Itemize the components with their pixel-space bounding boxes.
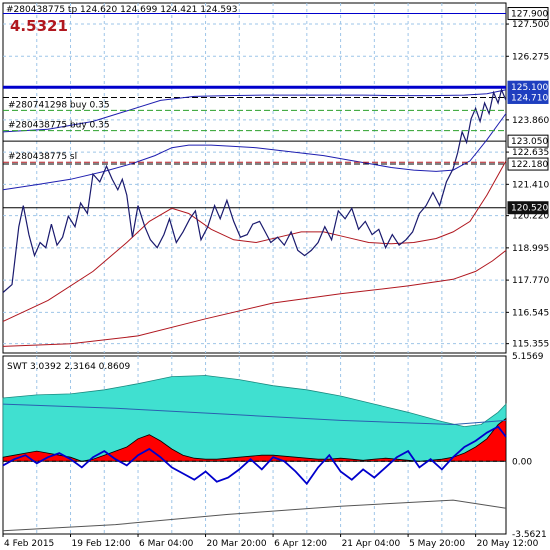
horizontal-levels: [3, 13, 506, 209]
osc-slow_line_lower: [2, 499, 507, 532]
x-tick-label: 6 Mar 04:00: [139, 539, 194, 549]
price-badge-text: 124.710: [511, 93, 548, 103]
order-label: #280438775 buy 0.35: [8, 121, 110, 131]
osc-y-tick-label: 0.00: [512, 457, 532, 467]
y-tick-label: 118.995: [512, 244, 549, 254]
price-badge-text: 120.520: [511, 204, 548, 214]
profit-value: 4.5321: [10, 17, 68, 35]
x-tick-label: 5 May 20:00: [409, 539, 465, 549]
price-badge: [507, 201, 549, 215]
x-tick-label: 20 Mar 20:00: [207, 539, 267, 549]
price-badge: [507, 7, 549, 21]
price-badge-text: 123.050: [511, 137, 548, 147]
price-badge-text: 125.100: [511, 83, 548, 93]
price-badge: [507, 157, 549, 171]
band-band_upper_outer: [2, 89, 507, 133]
price-line: [2, 87, 507, 293]
y-tick-label: 120.220: [512, 212, 549, 222]
oscillator-series: [2, 375, 507, 532]
band-band_upper_inner: [2, 113, 507, 191]
order-lines: #280741298 buy 0.35 #280438775 buy 0.35 #2…: [3, 100, 506, 163]
x-tick-label: 20 May 12:00: [477, 539, 539, 549]
y-tick-label: 123.860: [512, 116, 549, 126]
price-badge-text: 122.180: [511, 160, 548, 170]
order-label: #280741298 buy 0.35: [8, 100, 110, 110]
osc-upper-area: [2, 375, 507, 462]
x-tick-label: 19 Feb 12:00: [72, 539, 131, 549]
price-series: [2, 87, 507, 293]
price-badge-text: 127.900: [511, 10, 548, 20]
order-label: #280438775 sl: [8, 152, 77, 162]
osc-y-tick-label: 5.1569: [512, 352, 544, 362]
osc-y-tick-label: -3.5621: [512, 530, 547, 540]
band-band_lower_outer: [2, 250, 507, 347]
price-badge: [507, 134, 549, 148]
oscillator-title: SWT 3.0392 2.3164 0.8609: [7, 362, 130, 372]
x-tick-label: 4 Feb 2015: [4, 539, 54, 549]
x-axis: 4 Feb 2015 19 Feb 12:00 6 Mar 04:00 20 Mar …: [2, 534, 539, 549]
osc-signal-line: [2, 425, 507, 486]
main-panel-frame: [2, 2, 507, 354]
osc-slow_line_upper: [2, 403, 507, 426]
price-badge: [507, 90, 549, 104]
x-tick-label: 21 Apr 04:00: [342, 539, 401, 549]
ohlc-header: #280438775 tp 124.620 124.699 124.421 12…: [6, 5, 238, 15]
y-tick-label: 115.355: [512, 340, 549, 350]
y-tick-label: 122.635: [512, 148, 549, 158]
y-tick-label: 127.500: [512, 20, 549, 30]
main-grid: [3, 3, 506, 353]
y-tick-label: 126.275: [512, 52, 549, 62]
y-tick-label: 117.770: [512, 276, 549, 286]
main-y-axis: 127.500 126.275 123.860 122.635 121.410 120.2…: [506, 20, 549, 350]
y-tick-label: 121.410: [512, 180, 549, 190]
y-tick-label: 116.545: [512, 308, 549, 318]
x-tick-label: 6 Apr 12:00: [274, 539, 327, 549]
oscillator-y-axis: 5.1569 0.00 -3.5621: [512, 352, 547, 540]
